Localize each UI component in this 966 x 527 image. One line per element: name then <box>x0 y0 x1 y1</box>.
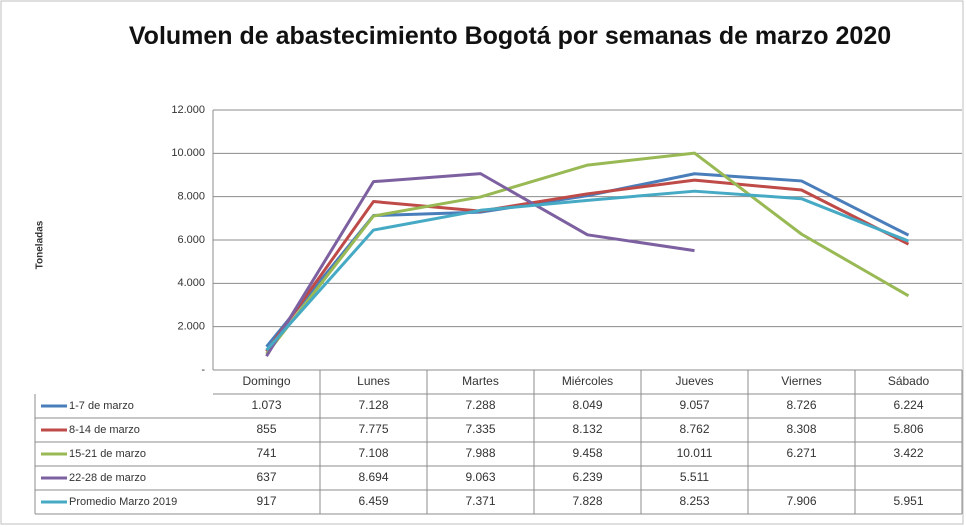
table-value: 8.762 <box>679 422 709 436</box>
table-value: 9.063 <box>465 470 495 484</box>
y-tick-label: 10.000 <box>171 147 205 159</box>
table-value: 8.253 <box>679 494 709 508</box>
table-value: 7.988 <box>465 446 495 460</box>
y-tick-label: 12.000 <box>171 104 205 116</box>
table-value: 5.806 <box>893 422 923 436</box>
y-tick-label: 6.000 <box>177 234 205 246</box>
table-value: 6.271 <box>786 446 816 460</box>
table-value: 7.128 <box>358 398 388 412</box>
table-value: 7.828 <box>572 494 602 508</box>
x-tick-label: Viernes <box>781 374 821 388</box>
table-value: 741 <box>256 446 276 460</box>
y-tick-label: - <box>201 364 205 376</box>
x-tick-label: Miércoles <box>562 374 613 388</box>
legend-label: 8-14 de marzo <box>69 424 140 436</box>
table-value: 917 <box>256 494 276 508</box>
x-tick-label: Martes <box>462 374 499 388</box>
table-value: 7.775 <box>358 422 388 436</box>
x-tick-label: Domingo <box>242 374 290 388</box>
table-value: 6.459 <box>358 494 388 508</box>
legend-label: 1-7 de marzo <box>69 400 134 412</box>
table-value: 6.239 <box>572 470 602 484</box>
y-tick-label: 2.000 <box>177 321 205 333</box>
table-value: 8.308 <box>786 422 816 436</box>
chart-title: Volumen de abastecimiento Bogotá por sem… <box>128 22 892 50</box>
y-tick-label: 8.000 <box>177 191 205 203</box>
legend-label: 15-21 de marzo <box>69 448 146 460</box>
table-value: 6.224 <box>893 398 923 412</box>
table-value: 1.073 <box>251 398 281 412</box>
series-line <box>265 151 910 355</box>
legend-label: Promedio Marzo 2019 <box>69 496 177 508</box>
table-value: 10.011 <box>677 446 713 460</box>
y-tick-label: 4.000 <box>177 277 205 289</box>
table-value: 8.049 <box>572 398 602 412</box>
series-line <box>265 178 910 353</box>
x-tick-label: Lunes <box>357 374 390 388</box>
table-value: 7.335 <box>465 422 495 436</box>
series-line <box>265 172 695 357</box>
x-tick-label: Jueves <box>675 374 713 388</box>
table-value: 5.511 <box>680 470 709 484</box>
series-line <box>265 189 910 352</box>
table-value: 637 <box>256 470 276 484</box>
y-axis-title: Toneladas <box>35 220 46 269</box>
table-value: 7.108 <box>358 446 388 460</box>
table-value: 9.458 <box>572 446 602 460</box>
table-value: 8.726 <box>786 398 816 412</box>
table-value: 9.057 <box>679 398 709 412</box>
table-value: 7.906 <box>786 494 816 508</box>
table-value: 7.371 <box>465 494 495 508</box>
x-tick-label: Sábado <box>888 374 930 388</box>
table-value: 855 <box>256 422 276 436</box>
table-value: 7.288 <box>465 398 495 412</box>
table-value: 5.951 <box>893 494 923 508</box>
legend-label: 22-28 de marzo <box>69 472 146 484</box>
table-value: 3.422 <box>893 446 923 460</box>
table-value: 8.132 <box>572 422 602 436</box>
table-value: 8.694 <box>358 470 388 484</box>
